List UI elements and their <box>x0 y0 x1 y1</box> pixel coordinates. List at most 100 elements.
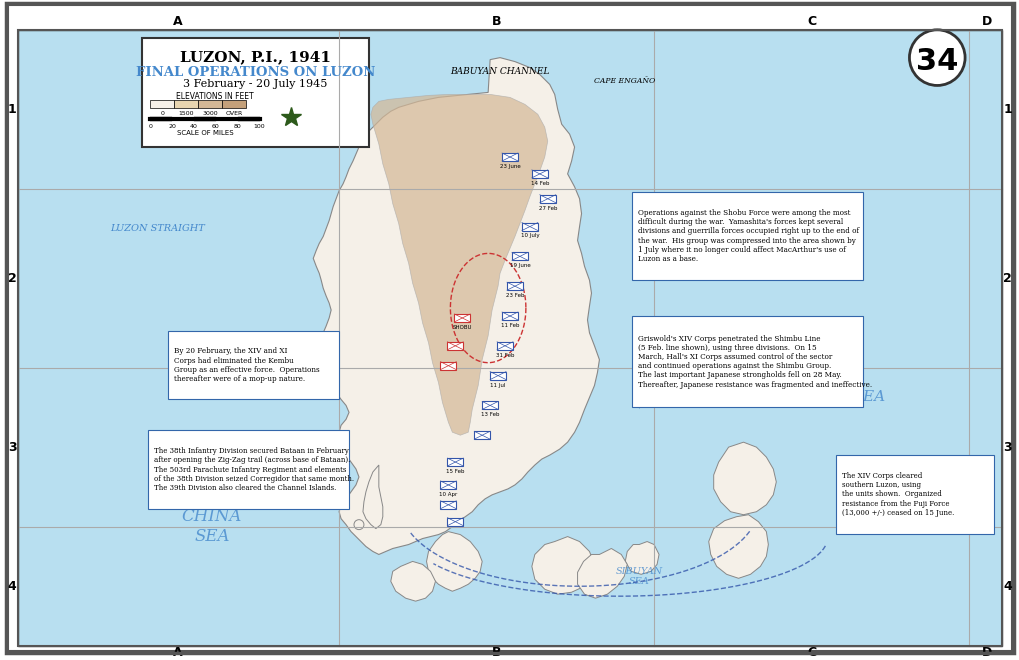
Polygon shape <box>363 465 382 529</box>
Text: SEA: SEA <box>194 528 229 545</box>
Text: 19 June: 19 June <box>510 263 530 268</box>
Text: PHILIPPINE SEA: PHILIPPINE SEA <box>750 391 884 405</box>
Text: 23 June: 23 June <box>499 164 520 169</box>
Text: D: D <box>981 646 991 659</box>
Text: 15 Feb: 15 Feb <box>445 469 464 474</box>
Polygon shape <box>371 94 547 435</box>
Text: 1: 1 <box>1003 103 1011 115</box>
Text: A: A <box>173 15 182 28</box>
Text: C: C <box>807 646 816 659</box>
Text: 2: 2 <box>1003 272 1011 284</box>
Text: Griswold's XIV Corps penetrated the Shimbu Line
(5 Feb. line shown), using three: Griswold's XIV Corps penetrated the Shim… <box>638 335 871 389</box>
Bar <box>150 117 172 121</box>
FancyBboxPatch shape <box>18 30 1001 646</box>
Text: 10 Apr: 10 Apr <box>439 492 458 497</box>
Bar <box>447 517 463 525</box>
Text: ELEVATIONS IN FEET: ELEVATIONS IN FEET <box>176 92 254 101</box>
Bar <box>440 501 455 509</box>
FancyBboxPatch shape <box>632 316 862 407</box>
Circle shape <box>354 519 364 529</box>
Bar <box>150 100 174 108</box>
Text: PALAWAN BAY: PALAWAN BAY <box>635 346 643 409</box>
FancyBboxPatch shape <box>836 455 993 533</box>
Text: 31 Feb: 31 Feb <box>495 352 514 358</box>
Bar <box>198 100 221 108</box>
Text: 23 Feb: 23 Feb <box>505 293 524 298</box>
Text: LUZON, P.I., 1941: LUZON, P.I., 1941 <box>180 51 331 65</box>
Text: 3: 3 <box>8 441 16 453</box>
Bar <box>531 170 547 178</box>
Text: A: A <box>173 646 182 659</box>
Text: 0: 0 <box>148 123 152 129</box>
Text: 80: 80 <box>233 123 242 129</box>
Text: CAPE ENGAÑO: CAPE ENGAÑO <box>593 77 654 86</box>
Polygon shape <box>625 542 658 574</box>
Text: BABUYAN CHANNEL: BABUYAN CHANNEL <box>449 67 549 76</box>
Bar <box>496 342 513 350</box>
Bar <box>447 458 463 466</box>
Text: 100: 100 <box>254 123 265 129</box>
Bar <box>447 342 463 350</box>
Text: CHINA: CHINA <box>181 508 242 525</box>
Text: 3000: 3000 <box>202 111 217 116</box>
Text: 11 Jul: 11 Jul <box>490 383 505 387</box>
Text: OVER: OVER <box>225 111 243 116</box>
Text: The XIV Corps cleared
southern Luzon, using
the units shown.  Organized
resistan: The XIV Corps cleared southern Luzon, us… <box>841 472 954 517</box>
Text: 11 Feb: 11 Feb <box>500 323 519 328</box>
Polygon shape <box>713 442 775 515</box>
Text: Operations against the Shobu Force were among the most
difficult during the war.: Operations against the Shobu Force were … <box>638 209 858 263</box>
FancyBboxPatch shape <box>148 430 348 509</box>
Text: 2: 2 <box>8 272 16 284</box>
FancyBboxPatch shape <box>632 192 862 280</box>
Text: 60: 60 <box>212 123 219 129</box>
Bar <box>453 314 470 322</box>
Bar <box>501 153 518 161</box>
Bar <box>501 312 518 320</box>
Text: D: D <box>981 15 991 28</box>
Text: 20: 20 <box>168 123 176 129</box>
Text: 14 Feb: 14 Feb <box>530 181 548 186</box>
FancyBboxPatch shape <box>143 38 369 147</box>
Bar <box>440 362 455 370</box>
Text: FINAL OPERATIONS ON LUZON: FINAL OPERATIONS ON LUZON <box>136 66 375 79</box>
FancyBboxPatch shape <box>8 5 1011 651</box>
Polygon shape <box>313 57 599 554</box>
Bar <box>512 252 528 260</box>
Text: 3: 3 <box>1003 441 1011 453</box>
Bar <box>506 282 523 290</box>
Text: 40: 40 <box>190 123 198 129</box>
Bar <box>440 481 455 489</box>
Bar <box>474 431 490 439</box>
FancyBboxPatch shape <box>168 331 338 399</box>
Text: 34: 34 <box>915 47 958 76</box>
Text: SCALE OF MILES: SCALE OF MILES <box>176 130 233 136</box>
Polygon shape <box>531 537 594 594</box>
Text: 13 Feb: 13 Feb <box>480 412 499 417</box>
Text: B: B <box>492 15 501 28</box>
Text: 1500: 1500 <box>178 111 194 116</box>
Text: SHOBU: SHOBU <box>452 325 472 330</box>
Polygon shape <box>577 548 627 598</box>
Text: LUZON STRAIGHT: LUZON STRAIGHT <box>110 224 205 233</box>
Text: By 20 February, the XIV and XI
Corps had eliminated the Kembu
Group as an effect: By 20 February, the XIV and XI Corps had… <box>174 347 320 383</box>
Bar <box>482 401 497 409</box>
Text: 27 Feb: 27 Feb <box>538 206 556 211</box>
Bar <box>490 372 505 380</box>
Circle shape <box>909 30 964 85</box>
Text: B: B <box>492 646 501 659</box>
Bar <box>221 100 246 108</box>
Polygon shape <box>390 562 435 601</box>
Bar <box>539 195 555 203</box>
Bar <box>237 117 260 121</box>
Text: SOUTH: SOUTH <box>179 488 244 506</box>
Text: C: C <box>807 15 816 28</box>
Text: 4: 4 <box>8 579 16 593</box>
Bar <box>194 117 216 121</box>
Polygon shape <box>708 515 767 578</box>
Text: 3 February - 20 July 1945: 3 February - 20 July 1945 <box>183 79 327 90</box>
Text: 10 July: 10 July <box>520 234 539 238</box>
Text: The 38th Infantry Division secured Bataan in February
after opening the Zig-Zag : The 38th Infantry Division secured Bataa… <box>154 447 354 492</box>
Bar <box>522 222 537 230</box>
Polygon shape <box>426 531 482 591</box>
Text: 4: 4 <box>1003 579 1011 593</box>
